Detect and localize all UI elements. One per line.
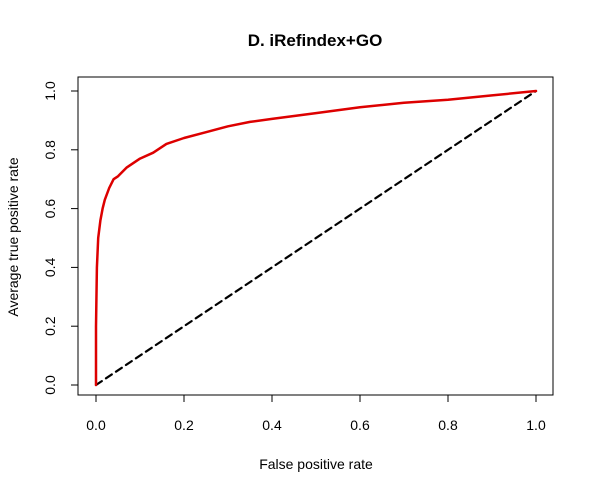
y-tick-label: 0.8 — [42, 140, 58, 160]
x-tick-label: 0.6 — [350, 417, 370, 433]
x-tick-label: 0.8 — [438, 417, 458, 433]
y-tick-label: 0.4 — [42, 257, 58, 277]
x-tick-label: 0.2 — [174, 417, 194, 433]
x-axis: 0.0 0.2 0.4 0.6 0.8 1.0 — [86, 394, 546, 433]
x-tick-label: 1.0 — [526, 417, 546, 433]
y-tick-label: 0.2 — [42, 316, 58, 336]
chart-title: D. iRefindex+GO — [248, 31, 383, 50]
plot-area — [77, 76, 554, 396]
x-tick-label: 0.0 — [86, 417, 106, 433]
y-tick-label: 0.6 — [42, 199, 58, 219]
y-tick-label: 1.0 — [42, 81, 58, 101]
y-axis: 0.0 0.2 0.4 0.6 0.8 1.0 — [42, 81, 79, 395]
x-axis-label: False positive rate — [259, 456, 373, 472]
series-layer — [94, 89, 538, 387]
diagonal-reference-line — [94, 89, 538, 387]
y-axis-label: Average true positive rate — [5, 157, 21, 316]
roc-curve — [94, 89, 538, 387]
y-tick-label: 0.0 — [42, 375, 58, 395]
x-tick-label: 0.4 — [262, 417, 282, 433]
